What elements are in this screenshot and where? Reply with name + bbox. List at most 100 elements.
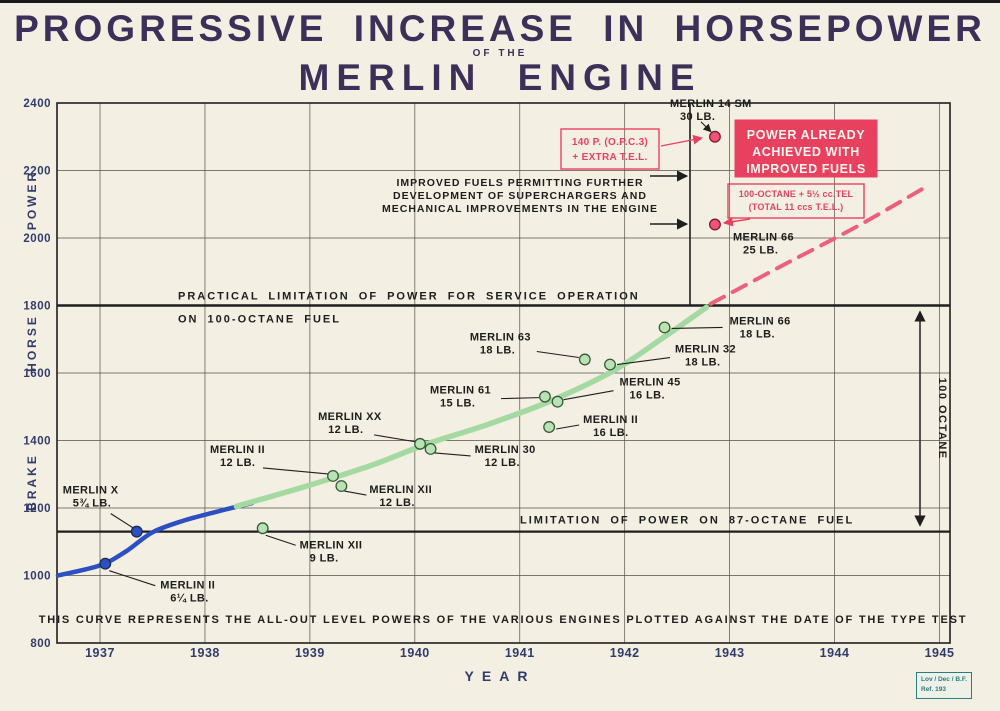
chart-title-line2: OF THE — [472, 47, 528, 59]
y-tick-label: 1200 — [23, 503, 51, 515]
engine-label-boost: 12 LB. — [485, 457, 520, 469]
engine-label-name: MERLIN 66 — [733, 231, 794, 243]
limit-87-label: LIMITATION OF POWER ON 87-OCTANE FUEL — [520, 514, 854, 526]
callout-box-achieved-text: POWER ALREADY — [747, 128, 866, 142]
x-tick-label: 1943 — [715, 646, 745, 660]
improved-fuels-note: IMPROVED FUELS PERMITTING FURTHER — [396, 177, 643, 189]
callout-box-opc — [560, 128, 660, 170]
engine-label-boost: 16 LB. — [593, 427, 628, 439]
callout-box-opc-text: + EXTRA T.E.L. — [572, 152, 647, 163]
y-tick-label: 2200 — [23, 165, 51, 177]
x-tick-label: 1937 — [85, 646, 115, 660]
label-leader-line — [434, 452, 471, 457]
stamp-line1: Lov / Dec / B.F. — [921, 676, 967, 683]
y-axis-word: POWER — [25, 170, 39, 230]
engine-label-name: MERLIN XII — [300, 539, 363, 551]
merlin-horsepower-chart: 1937 1938 1939 1940 1941 1942 1943 1944 1945 800 1… — [23, 98, 968, 684]
limit-100-label-line1: PRACTICAL LIMITATION OF POWER FOR SERVIC… — [178, 290, 640, 302]
label-leader-line — [671, 326, 723, 329]
callout-box-tel — [727, 183, 865, 219]
engine-label-boost: 18 LB. — [740, 328, 775, 340]
engine-label-boost: 15 LB. — [440, 397, 475, 409]
chart-title-line1: PROGRESSIVE INCREASE IN HORSEPOWER — [14, 8, 986, 49]
engine-label-name: MERLIN 61 — [430, 384, 491, 396]
x-axis-title: YEAR — [465, 668, 536, 684]
callout-box-tel-text: 100-OCTANE + 5½ cc.TEL — [739, 189, 854, 199]
engine-label-name: MERLIN II — [583, 414, 638, 426]
engine-label-name: MERLIN XX — [318, 411, 382, 423]
label-leader-line — [262, 467, 329, 475]
red-callout-arrow — [660, 134, 703, 147]
engine-label-name: MERLIN II — [210, 444, 265, 456]
label-leader-line — [265, 534, 296, 546]
engine-point — [335, 479, 348, 492]
engine-label-boost: 30 LB. — [680, 111, 715, 123]
label-leader-line — [373, 434, 417, 443]
engine-label-boost: 12 LB. — [328, 424, 363, 436]
engine-label-name: MERLIN 66 — [730, 315, 791, 327]
x-tick-label: 1942 — [610, 646, 640, 660]
engine-label-name: MERLIN 14 SM — [670, 98, 752, 110]
engine-label-name: MERLIN II — [160, 580, 215, 592]
stamp-line2: Ref. 193 — [921, 686, 946, 694]
label-leader-line — [500, 396, 539, 400]
engine-point — [99, 557, 112, 570]
x-tick-label: 1939 — [295, 646, 325, 660]
label-leader-line — [109, 570, 156, 587]
y-tick-label: 1600 — [23, 368, 51, 380]
engine-point — [543, 420, 556, 433]
callout-box-achieved — [734, 119, 878, 178]
engine-point — [551, 395, 564, 408]
y-tick-label: 1400 — [23, 435, 51, 447]
engine-label-name: MERLIN 32 — [675, 343, 736, 355]
engine-point — [708, 218, 721, 231]
x-tick-label: 1944 — [820, 646, 850, 660]
red-callout-arrow — [723, 216, 751, 227]
engine-label-boost: 12 LB. — [220, 457, 255, 469]
engine-label-name: MERLIN 30 — [475, 444, 536, 456]
engine-point — [578, 353, 591, 366]
callout-box-opc-text: 140 P. (O.P.C.3) — [572, 137, 648, 148]
label-leader-line — [616, 356, 671, 365]
label-leader-line — [344, 490, 367, 496]
engine-point — [708, 130, 721, 143]
y-tick-label: 1000 — [23, 570, 51, 582]
engine-point — [658, 321, 671, 334]
engine-point — [424, 442, 437, 455]
engine-label-name: MERLIN 45 — [620, 377, 681, 389]
chart-title-block: PROGRESSIVE INCREASE IN HORSEPOWER OF TH… — [0, 3, 1000, 96]
engine-label-boost: 25 LB. — [743, 244, 778, 256]
x-tick-label: 1940 — [400, 646, 430, 660]
limit-100-label-line2: ON 100-OCTANE FUEL — [178, 313, 341, 325]
engine-point — [130, 525, 143, 538]
plot-frame — [56, 102, 951, 644]
engine-point — [538, 390, 551, 403]
label-leader-line — [556, 424, 580, 430]
engine-point — [256, 522, 269, 535]
engine-label-boost: 9 LB. — [310, 552, 339, 564]
octane-range-label: 100 OCTANE — [936, 377, 948, 459]
reference-stamp: Lov / Dec / B.F. Ref. 193 — [916, 672, 972, 699]
chart-title-line3: MERLIN ENGINE — [298, 56, 702, 98]
y-tick-label: 800 — [30, 638, 51, 650]
engine-label-boost: 16 LB. — [630, 390, 665, 402]
callout-box-achieved-text: IMPROVED FUELS — [746, 162, 866, 176]
engine-label-boost: 5¾ LB. — [73, 497, 111, 509]
callout-box-tel-text: (TOTAL 11 ccs T.E.L.) — [749, 202, 844, 212]
x-tick-label: 1941 — [505, 646, 535, 660]
engine-label-boost: 6¼ LB. — [170, 593, 208, 605]
x-tick-label: 1938 — [190, 646, 220, 660]
label-leader-line — [700, 121, 712, 133]
engine-point — [327, 469, 339, 482]
y-axis-word: HORSE — [25, 314, 39, 372]
improved-fuels-note: MECHANICAL IMPROVEMENTS IN THE ENGINE — [382, 203, 658, 215]
bottom-note: THIS CURVE REPRESENTS THE ALL-OUT LEVEL … — [39, 614, 968, 626]
label-leader-line — [563, 389, 614, 401]
engine-label-boost: 12 LB. — [379, 497, 414, 509]
engine-point — [604, 358, 616, 371]
engine-label-boost: 18 LB. — [685, 356, 720, 368]
engine-label-name: MERLIN XII — [369, 484, 432, 496]
y-axis-word: BRAKE — [25, 453, 39, 511]
label-leader-line — [110, 513, 134, 528]
